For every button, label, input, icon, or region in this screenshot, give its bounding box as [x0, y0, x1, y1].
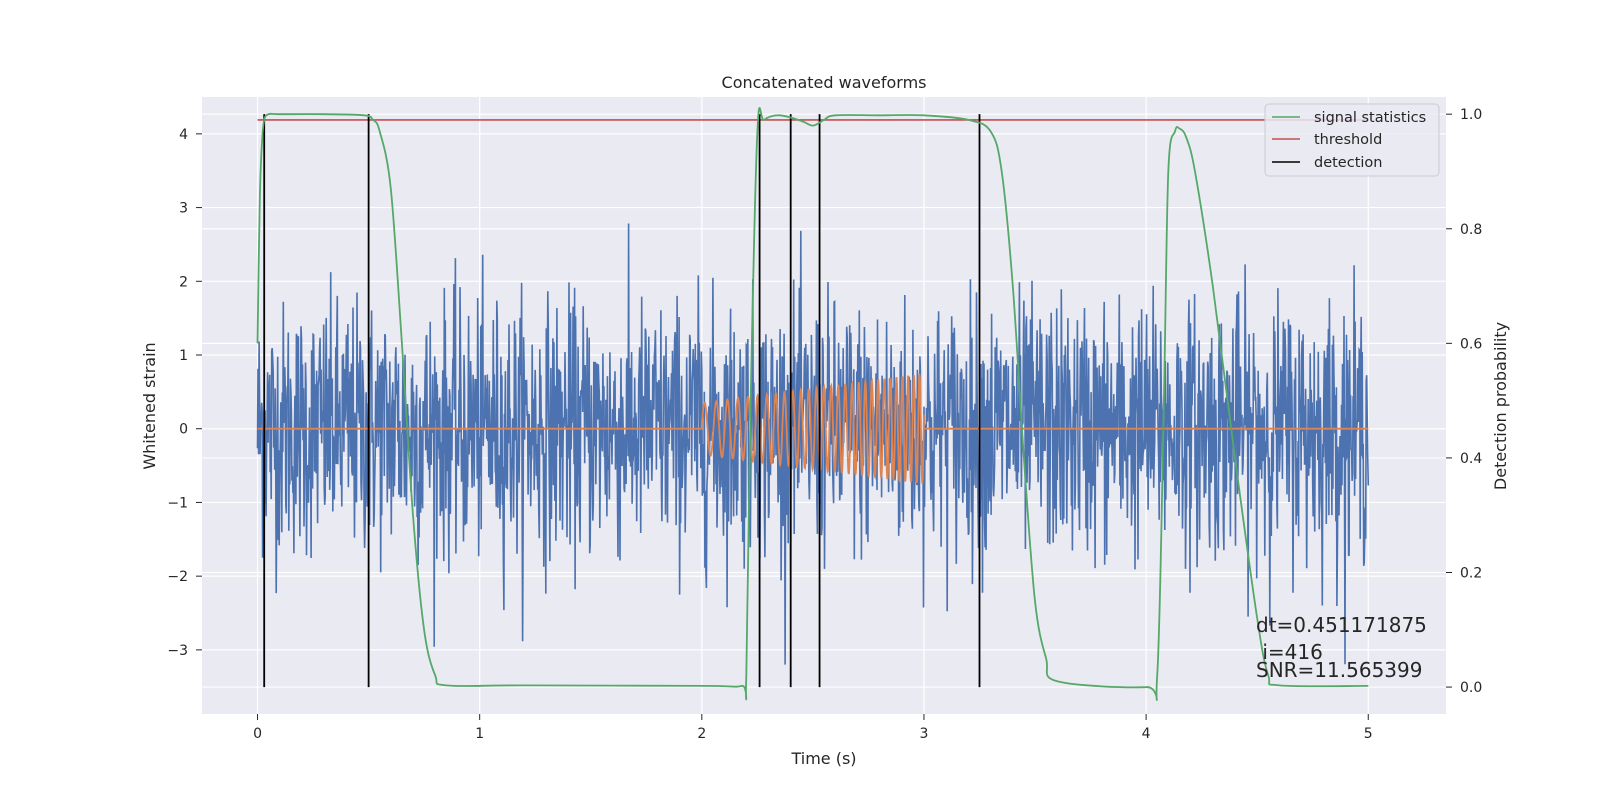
legend-label-threshold: threshold [1314, 132, 1382, 148]
y-tick-label-left: 0 [179, 422, 188, 438]
x-tick-label: 0 [253, 726, 262, 742]
y-tick-label-left: 4 [179, 127, 188, 143]
y-tick-label-right: 0.4 [1460, 451, 1482, 467]
series-injected-signal [257, 373, 1369, 484]
legend: signal statistics threshold detection [1264, 103, 1440, 177]
y-tick-label-right: 0.0 [1460, 680, 1482, 696]
y-tick-label-right: 0.2 [1460, 565, 1482, 581]
y-tick-label-right: 1.0 [1460, 107, 1482, 123]
y-tick-label-left: 2 [179, 274, 188, 290]
legend-label-signal-statistics: signal statistics [1314, 110, 1426, 126]
annotation: dt=0.451171875 i=416 SNR=11.565399 [1256, 613, 1427, 682]
y-tick-label-left: 3 [179, 201, 188, 217]
y-axis-label-right: Detection probability [1491, 322, 1510, 490]
x-tick-label: 3 [920, 726, 929, 742]
annotation-dt: dt=0.451171875 [1256, 613, 1427, 637]
series-whitened-strain [256, 223, 1370, 665]
annotation-i: i=416 [1256, 640, 1323, 664]
x-tick-label: 4 [1142, 726, 1151, 742]
y-tick-label-left: −3 [167, 643, 188, 659]
axes-layer: 0 1 2 3 4 5 −3 −2 −1 0 1 2 3 4 0.0 0.2 0.4 0.6 0.8 1.0 [167, 107, 1482, 742]
legend-box [1264, 103, 1440, 177]
y-tick-label-right: 0.6 [1460, 336, 1482, 352]
y-tick-label-left: −2 [167, 569, 188, 585]
x-axis-label: Time (s) [790, 749, 856, 768]
y-tick-label-left: 1 [179, 348, 188, 364]
series-signal-statistics [256, 107, 1369, 701]
x-tick-label: 1 [475, 726, 484, 742]
y-axis-label-left: Whitened strain [140, 342, 159, 469]
x-tick-label: 5 [1364, 726, 1373, 742]
x-tick-label: 2 [697, 726, 706, 742]
y-tick-label-left: −1 [167, 495, 188, 511]
annotation-snr: SNR=11.565399 [1256, 658, 1422, 682]
series-layer [256, 107, 1370, 701]
legend-label-detection: detection [1314, 155, 1382, 171]
chart-title: Concatenated waveforms [722, 73, 927, 92]
y-tick-label-right: 0.8 [1460, 222, 1482, 238]
